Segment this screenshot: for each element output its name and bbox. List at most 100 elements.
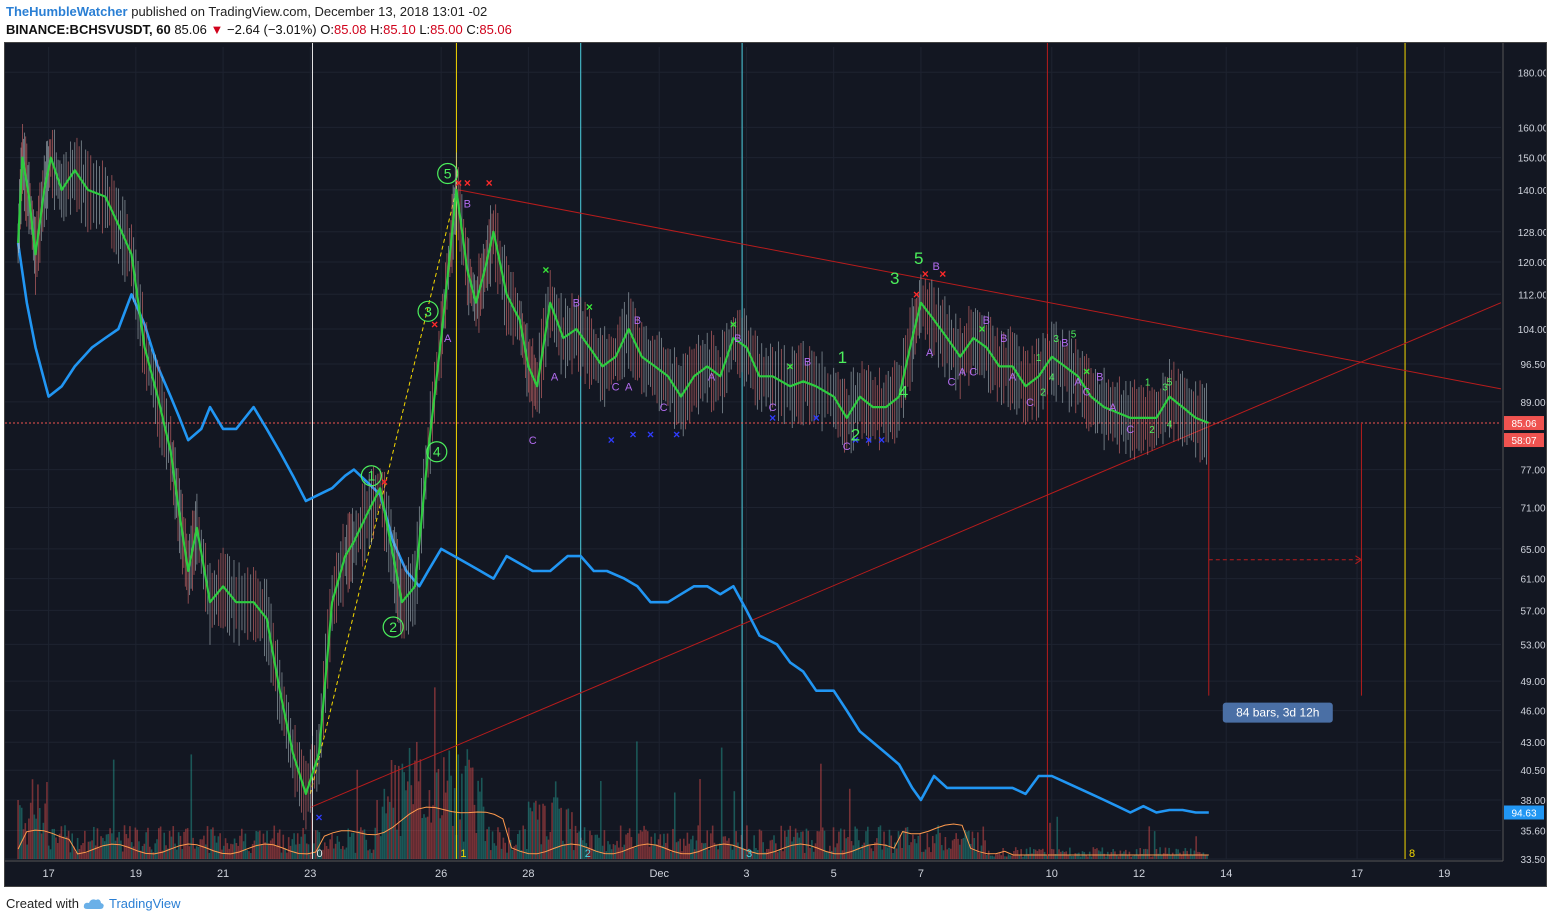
signal-cross-marker: × xyxy=(730,317,737,331)
volume-bar xyxy=(793,836,795,859)
volume-bar xyxy=(657,839,660,859)
volume-bar xyxy=(417,781,420,859)
x-tick-label: 17 xyxy=(42,868,54,880)
volume-bar xyxy=(453,788,456,859)
chart-panel[interactable]: 0 1 2 3 8 × × × × × × × × × × × × × × × × × × × × × × × × 1 2 3 4 5 1 2 3 4 5 B… xyxy=(4,42,1547,887)
volume-bar xyxy=(1115,855,1118,859)
volume-bar xyxy=(903,830,905,859)
close-value: 85.06 xyxy=(479,22,512,37)
volume-bar xyxy=(280,852,283,859)
volume-bar xyxy=(506,852,508,859)
volume-bar xyxy=(1162,853,1165,859)
wave-label: 4 xyxy=(433,444,441,460)
volume-bar xyxy=(38,807,41,859)
volume-bar xyxy=(452,825,454,859)
volume-bar xyxy=(993,856,995,859)
volume-bar xyxy=(504,842,506,859)
volume-bar xyxy=(809,847,811,859)
volume-bar xyxy=(867,826,869,859)
volume-bar xyxy=(650,836,653,859)
volume-bar xyxy=(836,843,838,859)
wave-label: C xyxy=(769,402,777,414)
volume-bar xyxy=(892,852,894,859)
volume-bar xyxy=(762,842,764,859)
volume-bar xyxy=(881,849,884,859)
close-label: C: xyxy=(466,22,480,37)
volume-bar xyxy=(1027,854,1030,859)
volume-bar xyxy=(948,847,950,859)
wave-label: B xyxy=(734,333,741,345)
volume-bar xyxy=(805,828,808,859)
volume-bar xyxy=(1143,849,1145,859)
y-tick-label: 33.50 xyxy=(1520,855,1545,866)
volume-bar xyxy=(278,829,281,859)
y-tick-label: 46.00 xyxy=(1520,707,1545,718)
wave-label: A xyxy=(1074,376,1082,388)
volume-bar xyxy=(235,842,238,859)
volume-bar xyxy=(607,841,609,859)
volume-bar xyxy=(412,804,414,859)
volume-bar xyxy=(370,852,373,859)
volume-bar xyxy=(372,849,375,859)
volume-bar xyxy=(302,827,304,859)
volume-bar xyxy=(462,841,465,859)
volume-bar xyxy=(931,835,934,859)
volume-bar xyxy=(859,849,862,859)
volume-bar xyxy=(437,768,440,859)
volume-bar xyxy=(1168,847,1170,859)
author-link[interactable]: TheHumbleWatcher xyxy=(6,4,128,19)
tradingview-brand[interactable]: TradingView xyxy=(108,896,181,911)
volume-bar xyxy=(174,843,176,859)
volume-bar xyxy=(145,832,147,859)
signal-cross-marker: × xyxy=(486,176,493,190)
volume-bar xyxy=(426,816,429,859)
volume-bar xyxy=(56,842,59,859)
volume-bar xyxy=(839,828,842,859)
measure-arrow-head-icon xyxy=(1355,555,1363,565)
volume-bar xyxy=(1171,852,1174,859)
volume-bar xyxy=(84,830,86,859)
volume-bar xyxy=(731,849,734,859)
volume-bar xyxy=(1079,856,1082,859)
volume-bar xyxy=(838,831,840,859)
volume-bar xyxy=(49,849,52,859)
volume-bar xyxy=(681,851,683,859)
volume-bar xyxy=(760,830,763,859)
volume-bar xyxy=(304,834,306,859)
price-chart[interactable]: 0 1 2 3 8××× × ××××××× ××××× × × ×× ×× × ×1234512345B… xyxy=(5,43,1546,886)
volume-bar xyxy=(1152,856,1154,859)
volume-bar xyxy=(118,831,120,859)
volume-bar xyxy=(102,837,104,859)
volume-bar xyxy=(673,792,676,859)
volume-bar xyxy=(816,831,819,859)
volume-bar xyxy=(1164,847,1167,859)
volume-bar xyxy=(904,827,907,859)
volume-bar xyxy=(105,834,108,859)
volume-bar xyxy=(978,852,981,859)
high-value: 85.10 xyxy=(383,22,416,37)
volume-bar xyxy=(661,845,663,859)
volume-bar xyxy=(592,849,595,859)
volume-bar xyxy=(1045,855,1048,859)
volume-bar xyxy=(1069,847,1071,859)
volume-bar xyxy=(322,849,324,859)
volume-bar xyxy=(587,848,589,859)
volume-bar xyxy=(850,841,853,859)
volume-bar xyxy=(76,837,79,859)
volume-bar xyxy=(776,852,779,859)
wave-label: 2 xyxy=(1040,387,1046,398)
wave-label: 5 xyxy=(1071,329,1077,340)
volume-bar xyxy=(185,828,187,859)
volume-bar xyxy=(973,837,976,859)
volume-bar xyxy=(172,826,175,859)
volume-bar xyxy=(329,839,331,859)
y-tick-label: 180.00 xyxy=(1518,68,1546,79)
volume-bar xyxy=(1049,822,1051,859)
volume-bar xyxy=(1141,853,1143,859)
volume-bar xyxy=(711,825,714,859)
cycle-label: 3 xyxy=(746,848,752,860)
volume-bar xyxy=(224,838,227,859)
x-tick-label: 14 xyxy=(1220,868,1232,880)
volume-bar xyxy=(1157,853,1160,859)
volume-bar xyxy=(201,839,203,859)
